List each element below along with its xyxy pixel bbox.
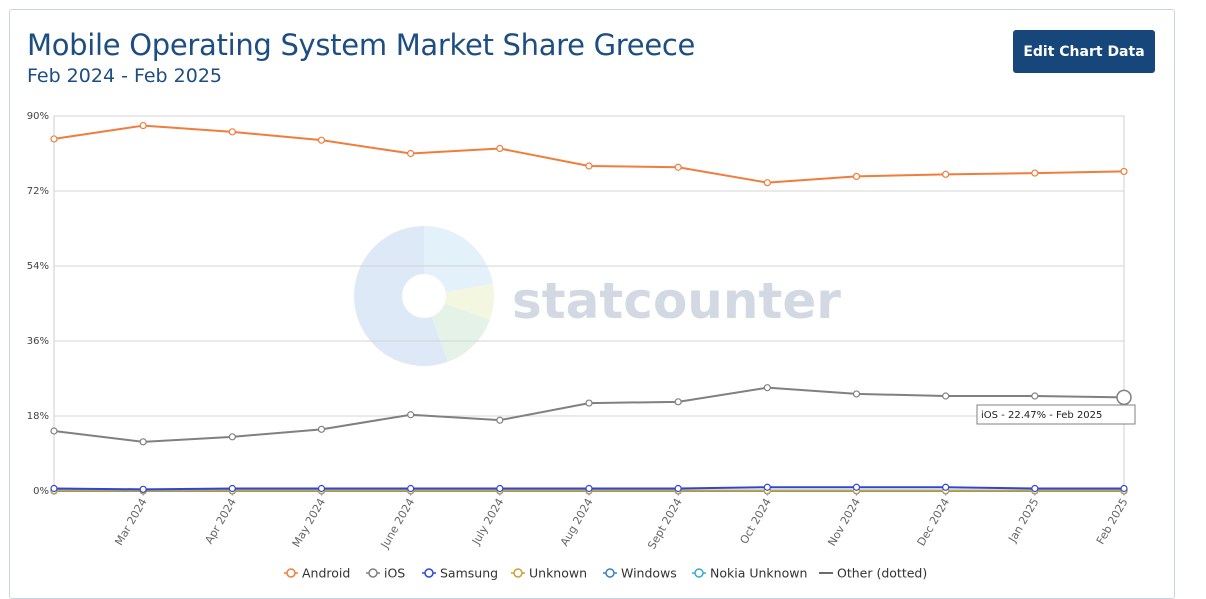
y-tick-label: 18% [27, 411, 49, 422]
legend-label: Samsung [440, 566, 498, 581]
watermark-slice [424, 296, 490, 362]
data-point-android[interactable] [407, 149, 415, 158]
chart-card [9, 9, 1175, 599]
data-point-android[interactable] [139, 121, 147, 130]
x-tick-label: July 2024 [469, 496, 506, 548]
x-axis: Mar 2024 Apr 2024 May 2024 June 2024 July 20… [112, 491, 1131, 551]
data-point-samsung[interactable] [228, 484, 236, 493]
watermark-slice [424, 283, 494, 320]
x-tick-label: May 2024 [290, 496, 328, 549]
legend-marker-icon [694, 568, 704, 578]
x-tick-label: Sept 2024 [645, 496, 685, 551]
legend-item-nokia-unknown[interactable]: Nokia Unknown [692, 566, 807, 581]
page-subtitle: Feb 2024 - Feb 2025 [27, 65, 223, 87]
data-point-android[interactable] [228, 128, 236, 136]
x-tick-label: Dec 2024 [915, 496, 953, 548]
data-point-android[interactable] [585, 162, 593, 170]
legend-label: Unknown [529, 566, 587, 581]
data-point-ios[interactable] [407, 411, 415, 419]
data-point-ios[interactable] [228, 433, 236, 441]
data-point-android[interactable] [942, 170, 950, 178]
statcounter-watermark: statcounter [353, 226, 841, 366]
x-tick-label: Apr 2024 [202, 496, 239, 546]
x-tick-label: Feb 2025 [1094, 496, 1131, 547]
data-point-ios[interactable] [317, 425, 326, 433]
legend-label: Nokia Unknown [710, 566, 807, 581]
chart-series [50, 121, 1128, 495]
x-tick-label: Jan 2025 [1005, 496, 1041, 545]
watermark-slice [353, 226, 448, 366]
data-point-samsung[interactable] [50, 484, 58, 493]
y-axis: 0% 18% 36% 54% 72% 90% [27, 111, 49, 497]
data-point-ios[interactable] [674, 398, 682, 406]
data-point-samsung[interactable] [585, 484, 593, 493]
legend-label: Android [302, 566, 350, 581]
data-point-android[interactable] [1120, 167, 1128, 176]
data-point-ios[interactable] [50, 427, 58, 435]
legend-label: Windows [621, 566, 677, 581]
y-tick-label: 54% [27, 261, 49, 272]
legend-marker-icon [424, 568, 434, 578]
legend-item-windows[interactable]: Windows [603, 566, 677, 581]
data-point-android[interactable] [496, 144, 504, 153]
x-tick-label: Aug 2024 [558, 496, 596, 548]
legend-item-unknown[interactable]: Unknown [511, 566, 587, 581]
data-point-ios[interactable] [942, 392, 950, 400]
y-tick-label: 36% [27, 336, 49, 347]
series-line-ios [53, 386, 1125, 443]
data-point-ios[interactable] [852, 390, 861, 398]
legend-item-ios[interactable]: iOS [366, 566, 405, 581]
watermark-slice [424, 226, 493, 296]
data-point-android[interactable] [852, 172, 861, 181]
chart-legend: Android iOS Samsung Unknown Windows Nokia Unk… [284, 566, 927, 581]
watermark-text: statcounter [512, 272, 841, 330]
data-point-samsung[interactable] [942, 483, 950, 491]
data-point-samsung[interactable] [407, 484, 415, 493]
data-point-samsung[interactable] [852, 483, 861, 491]
data-point-ios[interactable] [1031, 392, 1039, 400]
tooltip-box [976, 404, 1136, 425]
data-point-android[interactable] [674, 163, 682, 171]
y-tick-label: 72% [27, 186, 49, 197]
legend-item-android[interactable]: Android [284, 566, 350, 581]
legend-label: iOS [384, 566, 405, 581]
data-point-samsung[interactable] [1120, 484, 1128, 493]
series-line-android [53, 124, 1125, 184]
data-point-ios[interactable] [496, 416, 504, 424]
page-title: Mobile Operating System Market Share Gre… [27, 28, 696, 62]
data-point-ios[interactable] [139, 438, 147, 446]
legend-marker-icon [605, 568, 615, 578]
tooltip-text: iOS - 22.47% - Feb 2025 [981, 410, 1102, 421]
data-point-samsung[interactable] [763, 483, 771, 491]
x-tick-label: June 2024 [378, 496, 417, 551]
data-point-samsung[interactable] [139, 485, 147, 493]
data-point-ios[interactable] [763, 384, 771, 392]
y-tick-label: 90% [27, 111, 49, 122]
legend-marker-icon [368, 568, 378, 578]
legend-label: Other (dotted) [837, 566, 927, 581]
legend-marker-icon [513, 568, 523, 578]
x-tick-label: Nov 2024 [825, 496, 863, 548]
data-point-android[interactable] [50, 135, 58, 143]
watermark-hole [402, 274, 446, 318]
x-tick-label: Mar 2024 [112, 496, 149, 548]
tooltip: iOS - 22.47% - Feb 2025 [976, 389, 1136, 425]
data-point-samsung[interactable] [1031, 484, 1039, 493]
data-point-ios[interactable] [585, 399, 593, 407]
legend-item-other-dotted[interactable]: Other (dotted) [819, 566, 927, 581]
hovered-data-point[interactable] [1116, 389, 1132, 406]
legend-item-samsung[interactable]: Samsung [422, 566, 498, 581]
edit-chart-data-button[interactable]: Edit Chart Data [1013, 30, 1155, 73]
data-point-samsung[interactable] [496, 484, 504, 493]
data-point-android[interactable] [317, 136, 326, 144]
x-tick-label: Oct 2024 [737, 496, 774, 546]
data-point-samsung[interactable] [317, 484, 326, 493]
data-point-samsung[interactable] [674, 484, 682, 493]
data-point-android[interactable] [763, 179, 771, 187]
y-tick-label: 0% [33, 486, 49, 497]
legend-marker-icon [286, 568, 296, 578]
data-point-android[interactable] [1031, 169, 1039, 177]
